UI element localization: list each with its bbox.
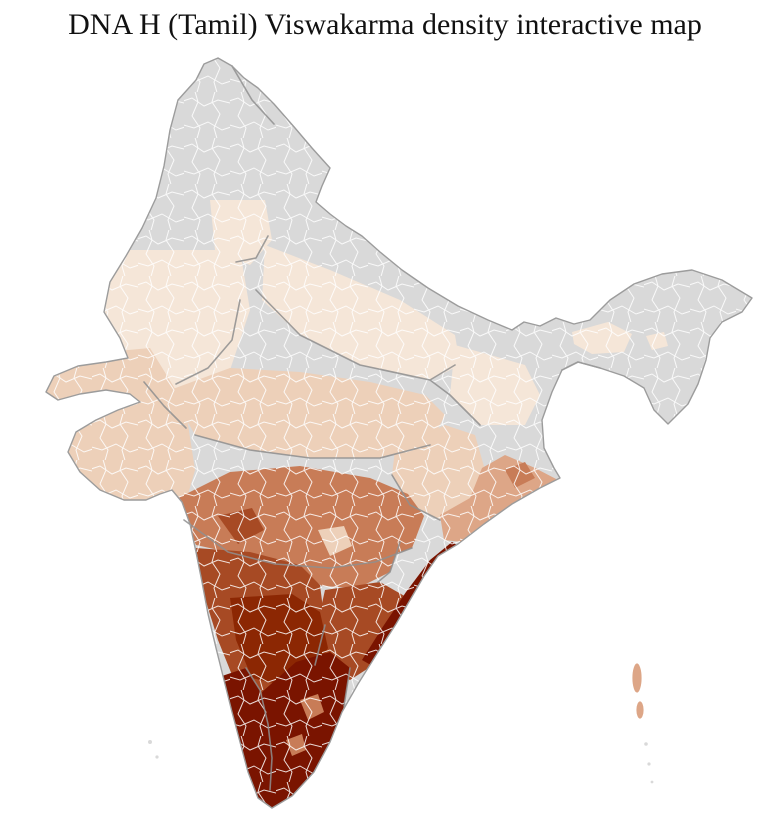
island-andaman-north[interactable] — [631, 662, 643, 694]
andaman-nicobar-islands[interactable] — [631, 662, 655, 785]
island-nicobar-3[interactable] — [649, 779, 655, 785]
island-andaman-middle[interactable] — [635, 700, 645, 720]
district-borders-mesh — [46, 58, 752, 808]
lakshadweep-islands[interactable] — [148, 740, 159, 759]
island-lakshadweep-1[interactable] — [148, 740, 152, 744]
island-nicobar-1[interactable] — [643, 741, 649, 747]
page-title: DNA H (Tamil) Viswakarma density interac… — [68, 8, 702, 41]
country-outline — [45, 57, 753, 809]
state-borders — [143, 65, 601, 791]
island-nicobar-2[interactable] — [646, 761, 652, 767]
island-lakshadweep-2[interactable] — [155, 755, 159, 759]
